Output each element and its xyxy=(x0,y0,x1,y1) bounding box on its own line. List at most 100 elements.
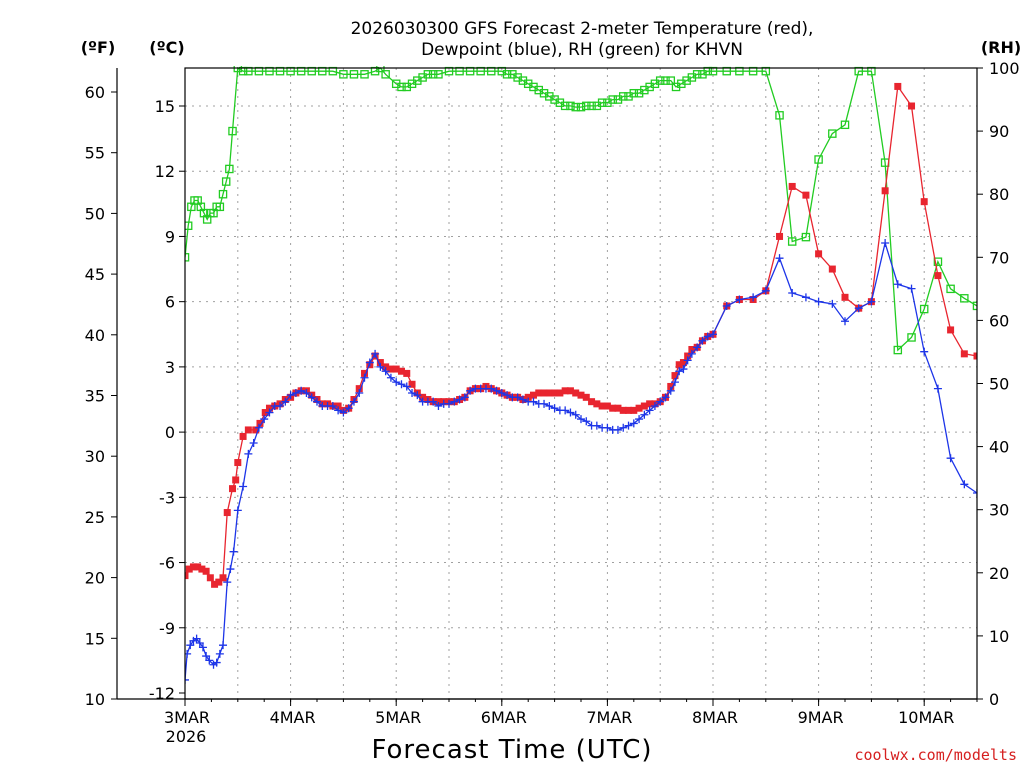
dewpoint-point xyxy=(698,336,707,345)
x-tick-label: 3MAR xyxy=(164,708,210,727)
dewpoint-point xyxy=(192,634,201,643)
temperature-point xyxy=(920,198,928,206)
dewpoint-point xyxy=(223,578,232,587)
rh-point xyxy=(502,70,512,79)
temperature-point xyxy=(239,432,247,440)
x-tick-label: 8MAR xyxy=(692,708,738,727)
dewpoint-point xyxy=(397,380,406,389)
dewpoint-point xyxy=(828,299,837,308)
temperature-point xyxy=(667,382,675,390)
dewpoint-point xyxy=(195,638,204,647)
temperature-point xyxy=(232,476,240,484)
rh-point xyxy=(608,95,617,104)
dewpoint-series xyxy=(185,238,977,684)
temperature-point xyxy=(265,404,273,412)
rh-point xyxy=(960,294,969,303)
fahrenheit-tick-label: 30 xyxy=(85,447,105,466)
rh-point xyxy=(397,82,406,92)
temperature-point xyxy=(598,402,606,410)
temperature-point xyxy=(609,404,617,412)
temperature-point xyxy=(934,272,942,280)
rh-point xyxy=(228,126,237,136)
rh-point xyxy=(972,301,977,311)
dewpoint-point xyxy=(460,393,469,402)
temperature-point xyxy=(223,509,231,517)
dewpoint-point xyxy=(561,406,570,415)
rh-point xyxy=(576,102,586,112)
dewpoint-point xyxy=(487,384,496,393)
temperature-point xyxy=(211,580,219,588)
celsius-tick-label: 3 xyxy=(165,358,175,377)
dewpoint-point xyxy=(703,332,712,341)
rh-tick-label: 60 xyxy=(989,311,1009,330)
dewpoint-point xyxy=(254,423,263,432)
dewpoint-point xyxy=(788,288,797,297)
x-tick-label: 7MAR xyxy=(586,708,632,727)
dewpoint-point xyxy=(933,384,942,393)
dewpoint-point xyxy=(801,293,810,302)
rh-tick-label: 10 xyxy=(989,627,1009,646)
rh-point xyxy=(893,345,903,355)
dewpoint-point xyxy=(679,365,688,374)
temperature-point xyxy=(334,402,342,410)
dewpoint-point xyxy=(185,649,192,658)
dewpoint-point xyxy=(881,238,890,247)
temperature-point xyxy=(198,565,206,573)
dewpoint-point xyxy=(577,415,585,424)
fahrenheit-unit-label: (ºF) xyxy=(81,38,116,57)
temperature-point xyxy=(619,406,627,414)
celsius-tick-label: -6 xyxy=(159,554,175,573)
dewpoint-point xyxy=(566,408,575,417)
temperature-point xyxy=(392,365,400,373)
dewpoint-point xyxy=(360,373,369,382)
rh-point xyxy=(597,98,607,107)
x-tick-sublabel: 2026 xyxy=(166,727,207,746)
dewpoint-point xyxy=(371,349,380,358)
temperature-point xyxy=(684,352,692,360)
dewpoint-point xyxy=(603,423,612,432)
temperature-point xyxy=(189,563,197,571)
dewpoint-point xyxy=(645,406,654,415)
fahrenheit-tick-label: 55 xyxy=(85,144,105,163)
fahrenheit-tick-label: 20 xyxy=(85,569,105,588)
temperature-point xyxy=(540,389,548,397)
temperature-point xyxy=(894,82,902,90)
rh-point xyxy=(185,253,190,262)
rh-line xyxy=(185,66,977,352)
credit-link[interactable]: coolwx.com/modelts xyxy=(854,746,1017,764)
dewpoint-point xyxy=(434,402,443,411)
dewpoint-point xyxy=(215,649,224,658)
dewpoint-point xyxy=(355,388,364,397)
axes xyxy=(111,67,983,706)
rh-point xyxy=(339,70,348,79)
rh-tick-label: 90 xyxy=(989,122,1009,141)
dewpoint-point xyxy=(226,565,235,574)
rh-point xyxy=(185,221,193,230)
rh-point xyxy=(423,70,433,79)
dewpoint-point xyxy=(349,397,358,406)
rh-point xyxy=(907,333,916,342)
rh-point xyxy=(787,237,797,246)
rh-point xyxy=(428,70,438,79)
dewpoint-point xyxy=(450,397,459,406)
x-tick-label: 10MAR xyxy=(898,708,954,727)
dewpoint-point xyxy=(497,388,506,397)
dewpoint-point xyxy=(429,397,438,406)
rh-point xyxy=(560,101,570,111)
temperature-point xyxy=(361,369,369,377)
dewpoint-point xyxy=(229,547,238,556)
dewpoint-point xyxy=(666,386,675,395)
dewpoint-point xyxy=(775,254,784,263)
temperature-point xyxy=(376,359,384,367)
dewpoint-point xyxy=(503,391,512,400)
series-layer xyxy=(185,66,977,684)
rh-point xyxy=(661,76,670,85)
dewpoint-point xyxy=(656,397,665,406)
chart-title: 2026030300 GFS Forecast 2-meter Temperat… xyxy=(351,19,814,60)
dewpoint-point xyxy=(198,643,207,652)
temperature-point xyxy=(635,404,643,412)
temperature-point xyxy=(614,404,622,412)
dewpoint-point xyxy=(402,382,411,391)
dewpoint-point xyxy=(302,388,311,397)
temperature-point xyxy=(582,393,590,401)
